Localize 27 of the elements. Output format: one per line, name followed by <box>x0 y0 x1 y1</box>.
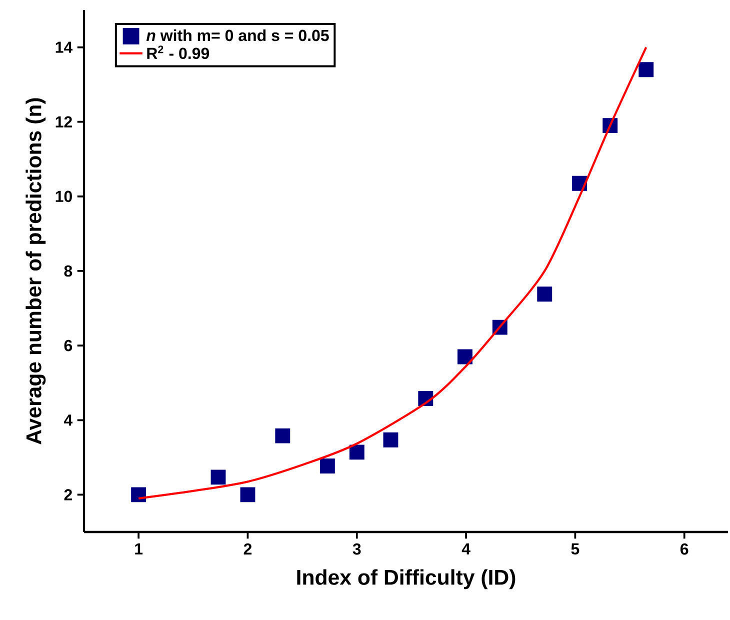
x-tick-label: 6 <box>680 543 688 555</box>
y-tick-label: 10 <box>56 190 72 202</box>
point <box>457 349 472 364</box>
legend-label: n with m= 0 and s = 0.05 <box>146 29 329 42</box>
x-axis-title: Index of Difficulty (ID) <box>297 569 516 590</box>
y-tick-label: 12 <box>56 116 72 128</box>
y-tick-label: 8 <box>64 265 72 277</box>
y-axis-title: Average number of predictions (n) <box>26 98 46 444</box>
legend-label: R$^{2}$ - 0.99 <box>147 46 210 60</box>
point <box>210 470 226 485</box>
x-tick-label: 4 <box>462 543 470 554</box>
point <box>240 487 256 502</box>
point <box>383 432 398 448</box>
y-tick-label: 14 <box>56 42 73 53</box>
y-tick-label: 4 <box>64 414 73 426</box>
point <box>131 487 146 502</box>
y-tick-label: 6 <box>64 340 72 352</box>
point <box>320 458 335 474</box>
x-tick-label: 3 <box>352 543 361 555</box>
x-tick-label: 2 <box>244 543 252 555</box>
point <box>638 62 654 78</box>
y-tick-label: 2 <box>64 489 72 500</box>
x-tick-label: 5 <box>571 543 580 555</box>
point <box>537 286 552 302</box>
point <box>275 428 290 444</box>
point <box>349 444 364 460</box>
x-tick-label: 1 <box>135 543 143 554</box>
